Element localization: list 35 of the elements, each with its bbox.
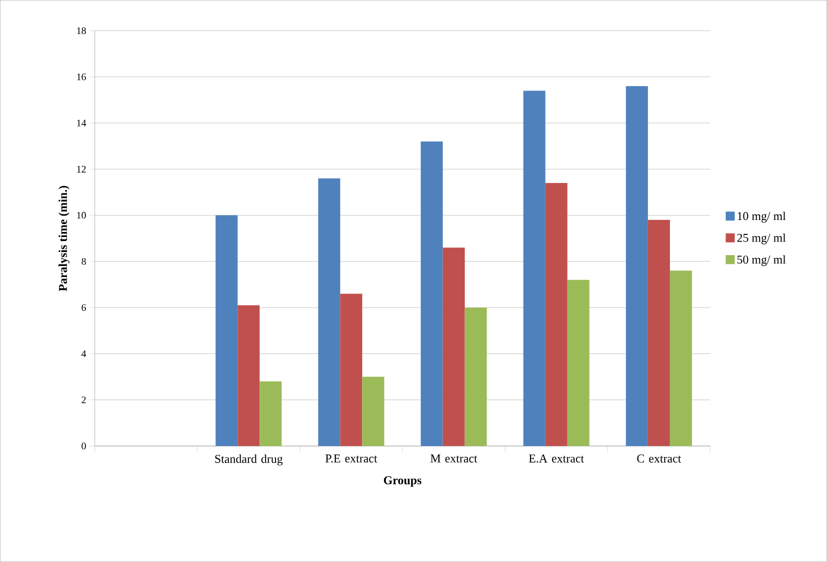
x-tick-label: Standard drug (215, 454, 283, 466)
x-tick-label: M extract (430, 454, 478, 463)
bar (648, 220, 670, 446)
legend-label: 10 mg/ ml (738, 212, 786, 223)
bar (216, 215, 238, 446)
bar (545, 183, 568, 446)
bar (238, 305, 260, 446)
bar (464, 308, 487, 446)
x-tick-label: P.E extract (325, 454, 378, 463)
y-tick-label: 10 (77, 212, 86, 219)
y-tick-label: 2 (82, 396, 86, 404)
y-tick-label: 14 (77, 120, 86, 126)
y-tick-label: 18 (77, 27, 86, 34)
bar (362, 376, 384, 446)
bar (340, 294, 362, 446)
bar (670, 270, 692, 446)
x-tick-label: C extract (637, 454, 682, 463)
legend-label: 50 mg/ ml (737, 255, 786, 266)
y-axis-title: Paralysis time (min.) (58, 186, 70, 292)
y-tick-label: 4 (81, 350, 86, 358)
y-tick-label: 12 (77, 166, 86, 173)
y-tick-label: 0 (82, 442, 86, 450)
bar (420, 142, 443, 446)
bar (318, 178, 340, 446)
bar (260, 382, 282, 446)
legend-label: 25 mg/ ml (737, 234, 786, 244)
bar (523, 90, 546, 446)
bar (626, 86, 648, 446)
y-tick-label: 16 (77, 74, 86, 80)
y-tick-label: 8 (82, 258, 86, 265)
x-tick-label: E.A extract (528, 454, 584, 463)
y-tick-label: 6 (82, 304, 86, 312)
bar (442, 248, 465, 446)
bar (567, 280, 590, 446)
x-axis-title: Groups (384, 476, 422, 487)
